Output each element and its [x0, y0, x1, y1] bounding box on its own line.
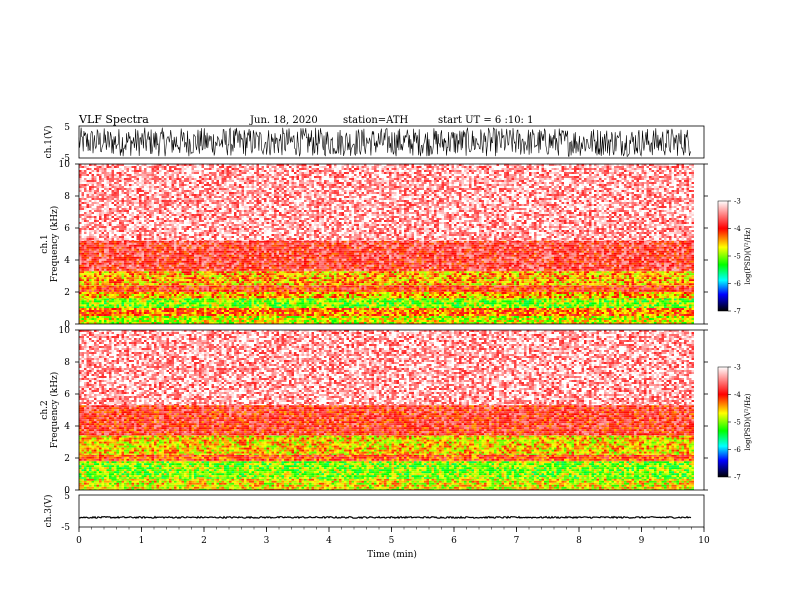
ytick-label: 2 [64, 454, 70, 464]
colorbar-tick-label: -6 [734, 446, 741, 454]
xtick-label: 2 [201, 536, 207, 546]
ytick-label: 4 [64, 256, 70, 266]
colorbar-tick-label: -4 [734, 391, 741, 399]
ch2-colorbar: log(PSD)(V²/Hz) -3 -4 -5 -6 -7 [717, 364, 752, 482]
ch1-spectrogram-ylabel: Frequency (kHz) [49, 206, 60, 283]
ch2-colorbar-gradient [717, 366, 729, 478]
spectrogram-band-3 [79, 435, 694, 455]
spectrogram-band-1 [79, 308, 694, 316]
xtick-label: 7 [514, 536, 520, 546]
xtick-label: 10 [698, 536, 710, 546]
spectrogram-band-2 [79, 454, 694, 462]
ytick-label: 10 [59, 326, 71, 336]
ch3-waveform-panel: 5 -5 ch.3(V) [43, 492, 705, 533]
xtick-label: 9 [639, 536, 645, 546]
spectrogram-band-5 [79, 271, 694, 286]
time-axis-label: Time (min) [367, 549, 417, 560]
ch2-spectrogram-image [79, 330, 694, 490]
ch1-spectrogram-yticks: 0 2 4 6 8 10 [59, 160, 708, 330]
xtick-label: 8 [576, 536, 582, 546]
ch1-spectrogram-frame [78, 163, 705, 325]
colorbar-tick-label: -7 [734, 308, 741, 316]
ch2-spectrogram-yticks: 0 2 4 6 8 10 [59, 326, 708, 496]
ch1-waveform-trace [78, 127, 692, 157]
ch3-waveform-frame [78, 494, 705, 528]
ch3-waveform-ylabel: ch.3(V) [43, 495, 54, 528]
spectrogram-band-5 [79, 330, 694, 406]
colorbar-tick-label: -4 [734, 225, 741, 233]
ch3-ytick-top: 5 [64, 492, 70, 502]
figure-title: VLF Spectra [78, 113, 149, 126]
ytick-label: 4 [64, 422, 70, 432]
spectrogram-band-4 [79, 285, 694, 292]
spectrogram-band-7 [79, 164, 694, 241]
spectrogram-band-1 [79, 461, 694, 479]
time-axis: 0 1 2 3 4 5 6 7 8 9 10 [76, 527, 710, 546]
colorbar-tick-label: -5 [734, 253, 741, 261]
ch1-colorbar: log(PSD)(V²/Hz) -3 -4 -5 -6 -7 [717, 198, 752, 316]
ytick-label: 8 [64, 192, 70, 202]
ch2-spectrogram-panel: 0 2 4 6 8 10 ch.2 Frequency (kHz) [40, 326, 708, 496]
ch1-waveform-panel: 5 -5 ch.1(V) [43, 123, 705, 164]
ch1-ytick-top: 5 [64, 123, 70, 133]
colorbar-tick-label: -5 [734, 419, 741, 427]
ch1-colorbar-label: log(PSD)(V²/Hz) [744, 227, 752, 284]
ytick-label: 10 [59, 160, 71, 170]
spectrogram-band-0 [79, 316, 694, 324]
spectrogram-band-4 [79, 405, 694, 436]
ch2-spectrogram-frame [78, 329, 705, 491]
colorbar-tick-label: -3 [734, 198, 741, 206]
colorbar-tick-label: -3 [734, 364, 741, 372]
ch2-spectrogram-channel: ch.2 [40, 400, 50, 419]
ch2-colorbar-label: log(PSD)(V²/Hz) [744, 393, 752, 450]
ch3-ytick-bottom: -5 [61, 523, 70, 533]
spectrogram-band-6 [79, 240, 694, 272]
ch1-spectrogram-channel: ch.1 [40, 234, 50, 253]
xtick-label: 0 [76, 536, 82, 546]
spectrogram-band-3 [79, 292, 694, 299]
spectrogram-band-2 [79, 298, 694, 308]
xtick-label: 1 [139, 536, 145, 546]
ch1-spectrogram-panel: 0 2 4 6 8 10 ch.1 Frequency (kHz) [40, 160, 708, 330]
ch1-waveform-ylabel: ch.1(V) [43, 126, 54, 159]
xtick-label: 3 [264, 536, 270, 546]
ytick-label: 6 [64, 224, 70, 234]
ch1-ytick-bottom: -5 [61, 154, 70, 164]
ytick-label: 2 [64, 288, 70, 298]
ytick-label: 8 [64, 358, 70, 368]
colorbar-tick-label: -6 [734, 280, 741, 288]
figure-start-time: start UT = 6 :10: 1 [438, 115, 533, 126]
ch3-waveform-trace [78, 515, 692, 520]
ch1-spectrogram-image [79, 164, 694, 324]
xtick-label: 5 [389, 536, 395, 546]
ch2-spectrogram-ylabel: Frequency (kHz) [49, 372, 60, 449]
ch1-colorbar-gradient [717, 200, 729, 312]
xtick-label: 4 [326, 536, 332, 546]
colorbar-tick-label: -7 [734, 474, 741, 482]
ytick-label: 6 [64, 390, 70, 400]
figure-station: station=ATH [343, 115, 409, 126]
ch1-waveform-frame [78, 125, 705, 159]
figure-date: Jun. 18, 2020 [249, 115, 318, 126]
ytick-label: 0 [64, 320, 70, 330]
xtick-label: 6 [451, 536, 457, 546]
spectrogram-band-0 [79, 478, 694, 490]
ytick-label: 0 [64, 486, 70, 496]
